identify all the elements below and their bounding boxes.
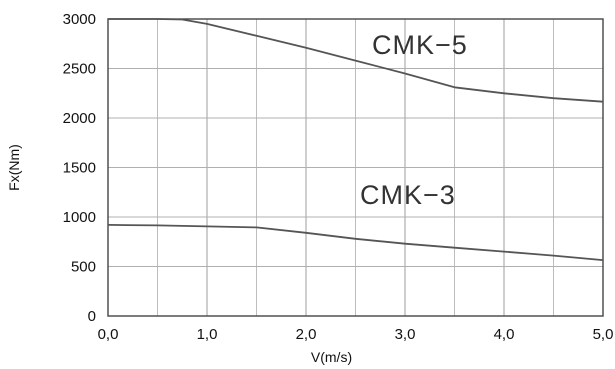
x-tick-label: 2,0 bbox=[296, 326, 317, 343]
y-axis-title: Fx(Nm) bbox=[6, 144, 22, 191]
x-tick-label: 4,0 bbox=[494, 326, 515, 343]
y-tick-label: 500 bbox=[71, 259, 96, 276]
x-tick-label: 5,0 bbox=[593, 326, 614, 343]
y-tick-label: 3000 bbox=[63, 11, 96, 28]
series-label-cmk-5: CMK−5 bbox=[372, 30, 468, 60]
series-line-cmk-5 bbox=[108, 18, 604, 103]
tick-labels: 0 500 1000 1500 2000 2500 3000 0,0 1,0 2,0 3,0 4,0 5… bbox=[63, 11, 614, 343]
y-tick-label: 2000 bbox=[63, 110, 96, 127]
x-tick-label: 3,0 bbox=[395, 326, 416, 343]
series-line-cmk-3 bbox=[107, 224, 604, 261]
plot-frame bbox=[107, 18, 604, 317]
x-axis-title: V(m/s) bbox=[311, 349, 352, 365]
x-tick-label: 0,0 bbox=[98, 326, 119, 343]
series-lines bbox=[107, 18, 604, 261]
x-tick-label: 1,0 bbox=[197, 326, 218, 343]
y-tick-label: 0 bbox=[88, 308, 96, 325]
grid bbox=[107, 18, 604, 317]
y-tick-label: 1500 bbox=[63, 160, 96, 177]
y-tick-label: 2500 bbox=[63, 61, 96, 78]
y-tick-label: 1000 bbox=[63, 209, 96, 226]
series-label-cmk-3: CMK−3 bbox=[360, 180, 456, 210]
